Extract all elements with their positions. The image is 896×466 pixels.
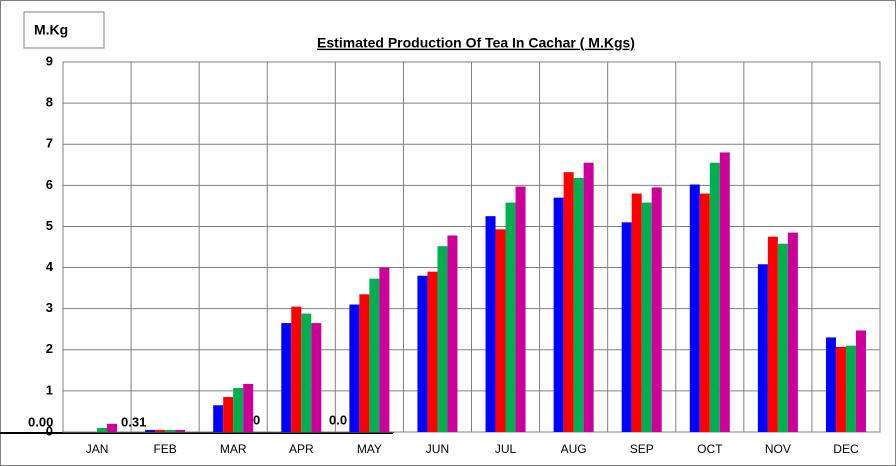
bar: [777, 243, 788, 432]
y-axis-label: M.Kg: [34, 22, 68, 38]
x-tick-label: MAR: [220, 442, 247, 456]
bar: [719, 152, 730, 432]
x-tick-label: NOV: [765, 442, 791, 456]
bar: [621, 222, 632, 432]
y-tick-label: 5: [46, 218, 53, 233]
bar: [553, 197, 564, 432]
bar: [845, 345, 856, 432]
bar: [505, 202, 516, 432]
y-tick-label: 7: [46, 136, 53, 151]
y-tick-label: 0: [46, 423, 53, 438]
x-tick-label: FEB: [153, 442, 176, 456]
bar: [359, 294, 370, 432]
y-tick-label: 9: [46, 53, 53, 68]
bar: [689, 184, 700, 432]
x-tick-label: APR: [289, 442, 314, 456]
unit-box: [23, 11, 105, 49]
bar: [369, 278, 380, 432]
bar: [349, 304, 360, 432]
annotation: 0.31: [121, 414, 146, 429]
bar: [641, 202, 652, 432]
bar: [855, 330, 866, 432]
bar: [417, 275, 428, 432]
y-tick-label: 1: [46, 382, 53, 397]
x-tick-label: MAY: [357, 442, 382, 456]
bar: [447, 235, 458, 432]
bar: [651, 187, 662, 432]
bar: [233, 388, 244, 432]
bar: [767, 236, 778, 432]
bar: [709, 162, 720, 432]
x-tick-label: JAN: [86, 442, 109, 456]
bar: [563, 172, 574, 432]
x-tick-label: AUG: [561, 442, 587, 456]
y-tick-label: 8: [46, 95, 53, 110]
bar: [757, 264, 768, 432]
bar: [835, 346, 846, 432]
bar: [583, 162, 594, 432]
bar: [699, 193, 710, 432]
bar: [175, 429, 186, 432]
y-tick-label: 6: [46, 177, 53, 192]
bar: [427, 271, 438, 432]
bar: [485, 216, 496, 432]
x-tick-label: DEC: [833, 442, 859, 456]
annotation: 0.00: [28, 414, 53, 429]
annotation: 0: [253, 412, 260, 427]
bar: [437, 246, 448, 432]
chart-title: Estimated Production Of Tea In Cachar ( …: [317, 35, 635, 51]
x-tick-label: JUN: [426, 442, 449, 456]
bar: [379, 267, 390, 432]
annotation: 0.0: [329, 412, 347, 427]
bar: [213, 405, 224, 432]
x-tick-label: OCT: [697, 442, 723, 456]
y-tick-label: 3: [46, 300, 53, 315]
bar: [825, 337, 836, 432]
bar: [165, 429, 176, 432]
bar: [787, 232, 798, 432]
bar: [223, 397, 234, 432]
bar: [573, 177, 584, 432]
bar: [515, 186, 526, 432]
bar: [243, 383, 254, 432]
x-tick-label: SEP: [630, 442, 654, 456]
bar: [107, 423, 118, 432]
bar: [301, 313, 312, 432]
bar: [281, 323, 292, 432]
x-tick-label: JUL: [495, 442, 517, 456]
y-tick-label: 4: [46, 259, 54, 274]
bar: [155, 429, 166, 432]
bar: [495, 229, 506, 432]
bar: [145, 429, 156, 432]
bar: [631, 193, 642, 432]
y-tick-label: 2: [46, 341, 53, 356]
bar: [311, 323, 322, 432]
bar: [97, 427, 108, 432]
bar: [291, 306, 302, 432]
